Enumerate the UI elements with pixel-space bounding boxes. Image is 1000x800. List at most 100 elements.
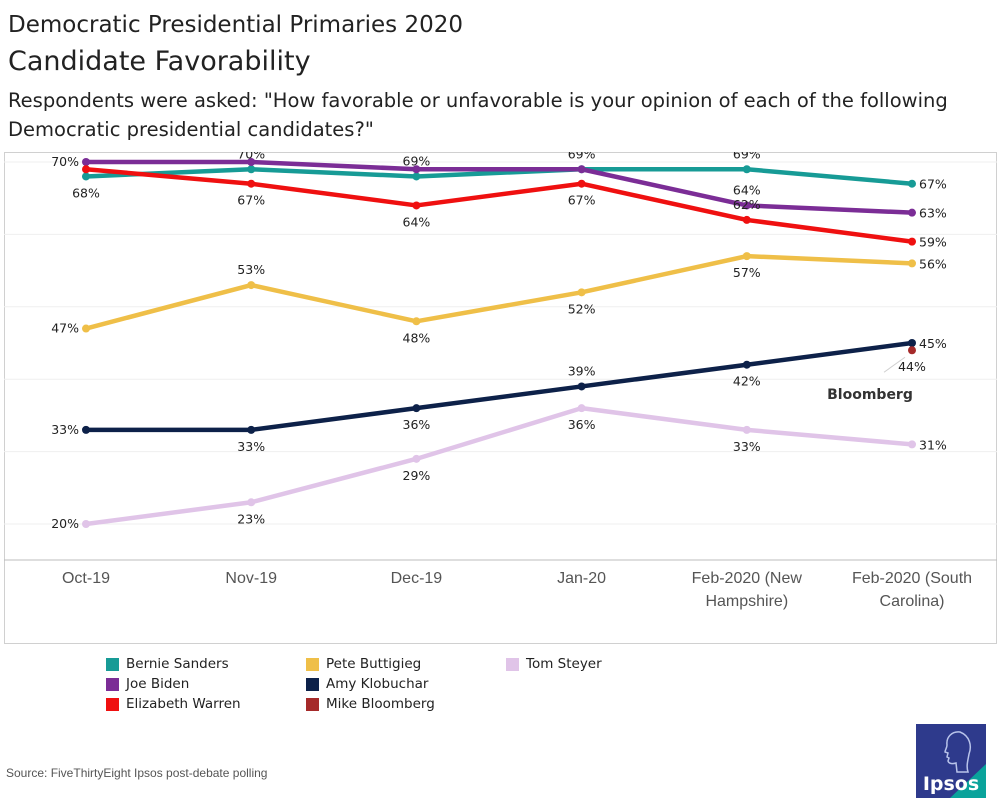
data-point (82, 324, 90, 333)
data-label: 47% (51, 321, 79, 336)
data-point (742, 252, 751, 261)
data-point (742, 165, 751, 174)
x-tick-label: Dec-19 (391, 570, 443, 587)
legend-item-joe-biden: Joe Biden (106, 674, 189, 694)
legend-label: Elizabeth Warren (126, 696, 241, 712)
logo-wordmark: Ipsos (923, 773, 979, 795)
data-point (908, 208, 916, 217)
data-label: 39% (568, 363, 596, 378)
data-label: 36% (403, 417, 431, 432)
data-point (577, 404, 586, 413)
data-point (908, 259, 916, 268)
legend-item-tom-steyer: Tom Steyer (506, 654, 602, 674)
data-point (247, 281, 256, 290)
annotation-leader-line (883, 356, 906, 373)
data-label: 67% (568, 193, 596, 208)
head-silhouette-icon (944, 731, 972, 773)
data-point (82, 158, 90, 166)
series-line-pete-buttigieg (83, 253, 915, 331)
data-label: 45% (919, 336, 947, 351)
data-label: 68% (72, 185, 100, 200)
series-line-amy-klobuchar (83, 340, 915, 433)
data-label: 33% (51, 422, 79, 437)
data-point (247, 179, 256, 188)
data-label: 64% (403, 214, 431, 229)
legend-item-pete-buttigieg: Pete Buttigieg (306, 654, 421, 674)
legend-label: Pete Buttigieg (326, 656, 422, 672)
legend-item-bernie-sanders: Bernie Sanders (106, 654, 229, 674)
data-point (247, 165, 256, 174)
legend-label: Joe Biden (126, 676, 190, 692)
legend-swatch (306, 677, 319, 691)
data-point (82, 520, 90, 528)
x-tick-label: Hampshire) (705, 593, 788, 610)
data-point (742, 360, 751, 369)
chart-supertitle: Democratic Presidential Primaries 2020 (8, 12, 464, 38)
legend-swatch (306, 657, 319, 671)
ipsos-logo: Ipsos (916, 724, 986, 798)
legend-swatch (106, 697, 119, 711)
chart-frame (4, 152, 997, 644)
legend-swatch (106, 677, 119, 691)
data-point (742, 215, 751, 224)
chart-title: Candidate Favorability (8, 46, 311, 77)
data-point (577, 382, 586, 391)
data-label: 53% (237, 262, 265, 277)
data-point (742, 425, 751, 434)
x-tick-label: Feb-2020 (South (852, 570, 972, 587)
x-tick-label: Carolina) (880, 593, 945, 610)
legend-label: Bernie Sanders (126, 656, 229, 672)
data-label: 63% (919, 206, 947, 221)
data-point (908, 339, 916, 347)
legend-label: Amy Klobuchar (326, 676, 429, 692)
data-label: 56% (919, 256, 947, 271)
series-line-elizabeth-warren (83, 166, 915, 244)
data-point (742, 201, 751, 210)
data-point (82, 172, 90, 181)
x-tick-label: Feb-2020 (New (692, 570, 803, 587)
logo-accent (950, 764, 986, 798)
data-label: 52% (568, 301, 596, 316)
series-line-joe-biden (83, 159, 915, 215)
legend-swatch (306, 697, 319, 711)
x-tick-label: Oct-19 (62, 570, 110, 587)
data-label: 69% (403, 153, 431, 168)
data-point (577, 165, 586, 174)
data-point (247, 158, 256, 166)
data-point (412, 165, 421, 174)
legend-label: Tom Steyer (526, 656, 602, 672)
data-label: 31% (919, 437, 947, 452)
data-label: 57% (733, 265, 761, 280)
data-point (247, 425, 256, 434)
data-label: 70% (51, 154, 79, 169)
data-label: 59% (919, 235, 947, 250)
data-label: 69% (733, 152, 761, 161)
legend-swatch (106, 657, 119, 671)
data-label: 33% (237, 439, 265, 454)
legend-item-amy-klobuchar: Amy Klobuchar (306, 674, 428, 694)
line-chart: Oct-19 Nov-19 Dec-19 Jan-20 Feb-2020 (New Ham… (4, 152, 997, 644)
data-point (412, 317, 421, 326)
data-point (577, 179, 586, 188)
data-label: 20% (51, 516, 79, 531)
source-note: Source: FiveThirtyEight Ipsos post-debat… (6, 766, 268, 780)
data-label: 29% (403, 468, 431, 483)
data-point (577, 288, 586, 297)
data-label: 23% (237, 511, 265, 526)
data-point (82, 425, 90, 434)
data-label: 48% (403, 330, 431, 345)
legend-label: Mike Bloomberg (326, 696, 435, 712)
x-tick-label: Jan-20 (557, 570, 606, 587)
data-point (412, 454, 421, 463)
series-line-tom-steyer (83, 405, 915, 527)
data-label: 44% (898, 359, 926, 374)
data-point (908, 346, 916, 355)
chart-legend: Bernie Sanders Joe Biden Elizabeth Warre… (106, 654, 626, 718)
data-label: 42% (733, 374, 761, 389)
series-line-bernie-sanders (83, 166, 915, 186)
x-tick-label: Nov-19 (225, 570, 277, 587)
data-point (412, 201, 421, 210)
legend-swatch (506, 657, 519, 671)
data-label: 33% (733, 439, 761, 454)
data-point (412, 172, 421, 181)
